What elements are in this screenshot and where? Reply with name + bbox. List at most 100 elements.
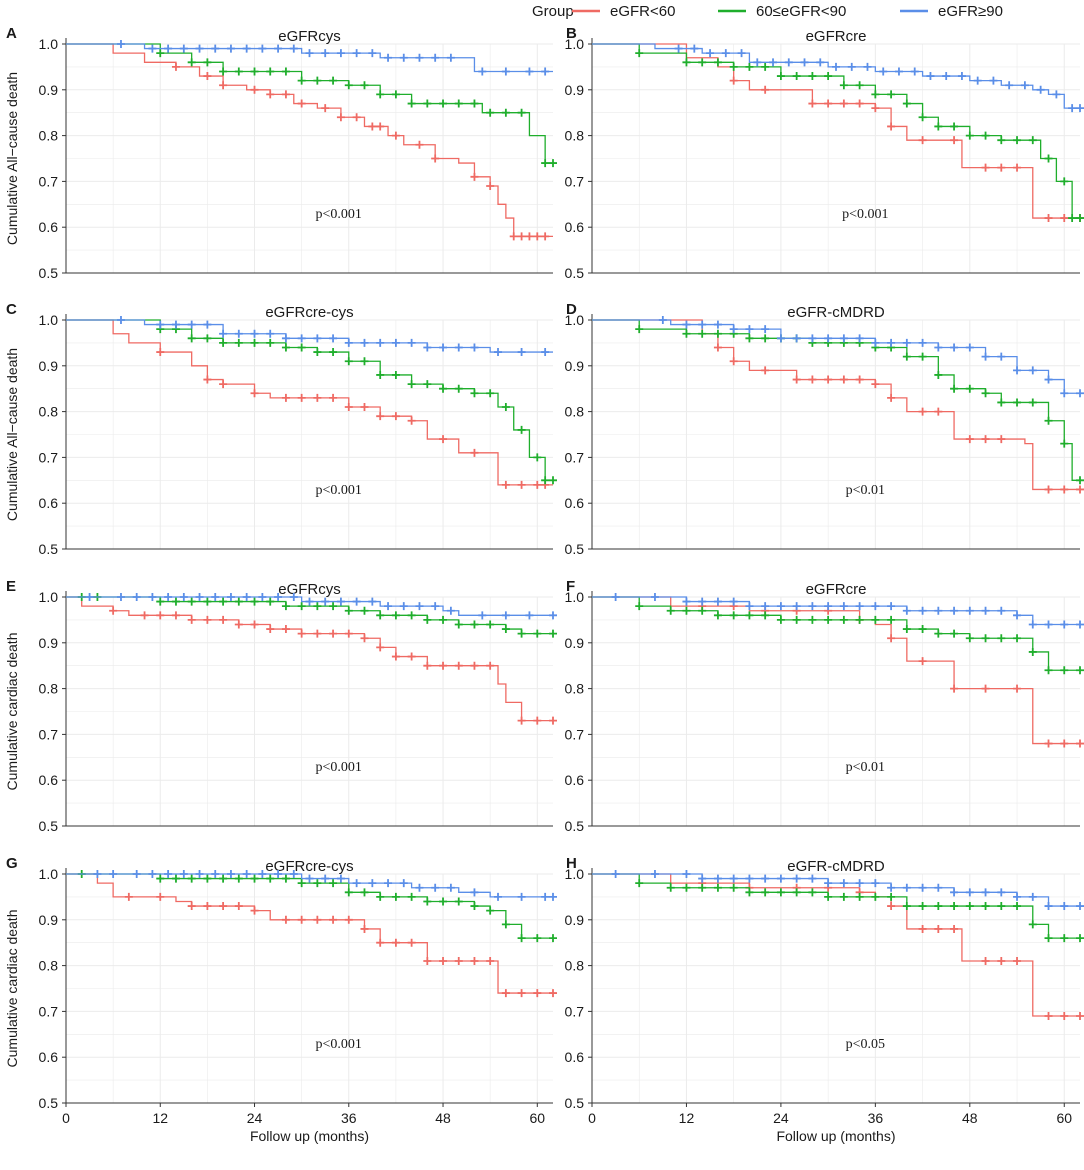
censor-mark (423, 661, 432, 670)
km-curve-low (66, 43, 553, 238)
censor-mark (376, 643, 385, 652)
censor-mark (549, 934, 557, 943)
censor-mark (281, 602, 290, 611)
censor-mark (918, 113, 927, 122)
km-curve-mid (66, 873, 553, 939)
censor-mark (250, 329, 259, 338)
censor-mark (281, 343, 290, 352)
p-value-label: p<0.05 (846, 1037, 885, 1052)
censor-mark (1068, 104, 1077, 113)
censor-mark (965, 606, 974, 615)
censor-mark (164, 870, 173, 878)
censor-mark (376, 412, 385, 421)
censor-mark (321, 874, 330, 883)
censor-mark (352, 879, 361, 888)
censor-mark (698, 58, 707, 67)
censor-mark (470, 620, 479, 629)
censor-mark (997, 888, 1006, 897)
censor-mark (1060, 666, 1069, 675)
censor-mark (431, 154, 440, 163)
censor-mark (391, 652, 400, 661)
panel-letter: D (566, 301, 577, 318)
censor-mark (713, 597, 722, 606)
censor-mark (965, 384, 974, 393)
censor-mark (981, 606, 990, 615)
series-low (592, 319, 1084, 494)
censor-mark (887, 615, 896, 624)
censor-mark (902, 338, 911, 347)
censor-mark (887, 892, 896, 901)
censor-mark (682, 606, 691, 615)
panel-letter: C (6, 301, 17, 318)
censor-mark (737, 49, 746, 58)
censor-mark (164, 593, 173, 601)
censor-mark (234, 597, 243, 606)
censor-mark (1044, 934, 1053, 943)
censor-mark (549, 989, 557, 998)
censor-mark (384, 53, 393, 62)
censor-mark (658, 316, 667, 324)
censor-mark (981, 902, 990, 911)
censor-mark (997, 136, 1006, 145)
censor-mark (329, 76, 338, 85)
censor-mark (1028, 620, 1037, 629)
censor-mark (281, 334, 290, 343)
censor-mark (501, 403, 510, 412)
censor-mark (855, 602, 864, 611)
panel-title: eGFRcre-cys (265, 304, 353, 321)
censor-mark (203, 902, 212, 911)
censor-mark (219, 597, 228, 606)
censor-mark (981, 352, 990, 361)
censor-mark (816, 58, 825, 67)
censor-mark (1013, 957, 1022, 966)
censor-mark (109, 606, 118, 615)
y-tick-label: 0.9 (39, 635, 59, 651)
censor-mark (329, 602, 338, 611)
censor-mark (1060, 1011, 1069, 1020)
censor-mark (871, 104, 880, 113)
panel-letter: G (6, 855, 18, 872)
censor-mark (824, 72, 833, 81)
censor-mark (195, 44, 204, 53)
censor-mark (761, 85, 770, 94)
censor-mark (376, 892, 385, 901)
censor-mark (729, 62, 738, 71)
censor-mark (761, 62, 770, 71)
y-tick-label: 0.9 (565, 635, 585, 651)
censor-mark (1013, 634, 1022, 643)
y-tick-label: 0.9 (565, 82, 585, 98)
y-tick-label: 1.0 (39, 866, 59, 882)
censor-mark (729, 76, 738, 85)
km-curve-high (592, 43, 1080, 109)
y-tick-label: 1.0 (39, 312, 59, 328)
censor-mark (376, 938, 385, 947)
censor-mark (792, 615, 801, 624)
y-tick-label: 0.5 (565, 1095, 585, 1111)
censor-mark (431, 602, 440, 611)
p-value-label: p<0.001 (316, 1037, 362, 1052)
legend-title: Group (532, 3, 574, 20)
censor-mark (509, 232, 518, 241)
censor-mark (470, 389, 479, 398)
censor-mark (839, 375, 848, 384)
panel-a: 0.5 0.6 0.7 0.8 0.9 1.0 A eGFRcys Cumulative All… (4, 25, 557, 281)
censor-mark (871, 602, 880, 611)
panel-g-grid (66, 873, 553, 1103)
censor-mark (1044, 485, 1053, 494)
panel-title: eGFRcys (278, 581, 341, 598)
censor-mark (784, 58, 793, 67)
censor-mark (439, 384, 448, 393)
censor-mark (761, 366, 770, 375)
censor-mark (501, 625, 510, 634)
km-curve-low (66, 873, 553, 994)
censor-mark (729, 325, 738, 334)
censor-mark (266, 329, 275, 338)
censor-mark (776, 874, 785, 883)
censor-mark (305, 49, 314, 58)
censor-mark (713, 883, 722, 892)
censor-mark (344, 338, 353, 347)
censor-mark (423, 957, 432, 966)
censor-mark (470, 888, 479, 897)
censor-mark (313, 334, 322, 343)
censor-mark (533, 453, 542, 462)
